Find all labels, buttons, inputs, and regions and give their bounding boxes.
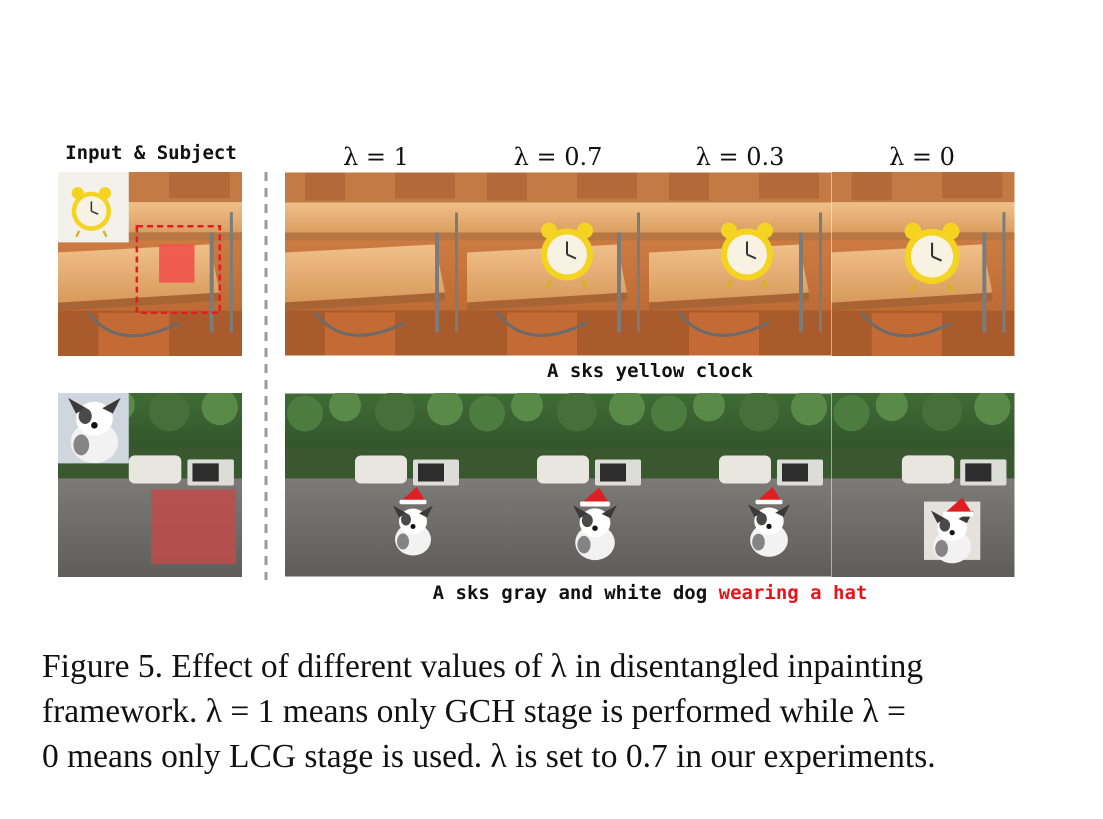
result-dog-lambda-0.7 <box>467 393 649 577</box>
lambda-header-3: λ = 0.3 <box>695 143 785 171</box>
result-clock-lambda-0 <box>831 172 1015 356</box>
result-clock-lambda-0.7 <box>467 172 649 356</box>
input-image-dog <box>58 393 242 577</box>
prompt-row-2: A sks gray and white dog wearing a hat <box>285 582 1015 604</box>
lambda-header-2: λ = 0.7 <box>513 143 603 171</box>
caption-line-3: 0 means only LCG stage is used. λ is set… <box>42 738 936 775</box>
caption-line-2: framework. λ = 1 means only GCH stage is… <box>42 693 906 730</box>
lambda-header-4: λ = 0 <box>889 143 955 171</box>
result-dog-lambda-1 <box>285 393 467 577</box>
input-image-classroom <box>58 172 242 356</box>
input-subject-header: Input & Subject <box>65 142 237 164</box>
result-clock-lambda-0.3 <box>649 172 831 356</box>
result-dog-lambda-0.3 <box>649 393 831 577</box>
prompt-row-2-main: A sks gray and white dog <box>432 582 719 604</box>
figure-caption: Figure 5. Effect of different values of … <box>42 644 1072 779</box>
result-dog-lambda-0 <box>831 393 1015 577</box>
lambda-header-1: λ = 1 <box>343 143 409 171</box>
dashed-divider <box>264 172 268 580</box>
prompt-row-2-highlight: wearing a hat <box>718 582 868 604</box>
caption-line-1: Figure 5. Effect of different values of … <box>42 648 924 685</box>
result-clock-lambda-1 <box>285 172 467 356</box>
prompt-row-1: A sks yellow clock <box>285 360 1015 382</box>
prompt-row-1-main: A sks yellow clock <box>547 360 753 382</box>
